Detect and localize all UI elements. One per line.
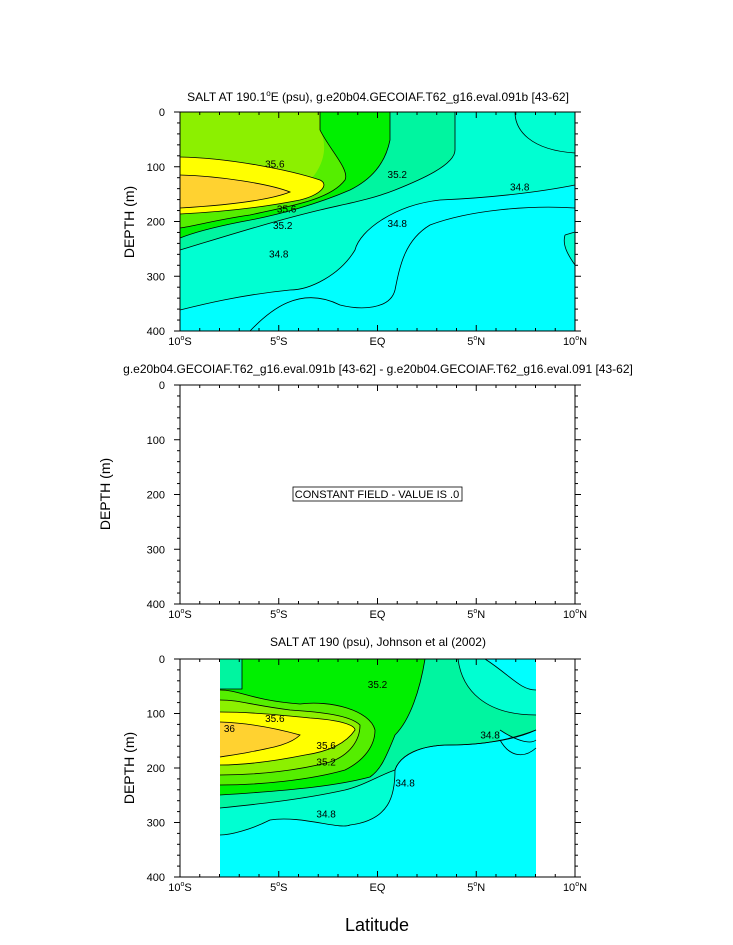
contour-label: 34.8	[269, 249, 289, 260]
panel-3-title: SALT AT 190 (psu), Johnson et al (2002)	[270, 635, 486, 649]
y-tick-label: 0	[159, 654, 165, 666]
panel-1: SALT AT 190.1oE (psu), g.e20b04.GECOIAF.…	[121, 89, 587, 348]
p3-region-35-0-nw	[220, 659, 242, 689]
x-tick-label: EQ	[370, 882, 386, 894]
p3-region-lt-34-8-ne	[485, 659, 536, 690]
p3-region-lt-34-8-e	[500, 730, 536, 755]
y-tick-label: 300	[147, 544, 165, 556]
contour-label: 35.6	[265, 160, 285, 171]
y-tick-label: 200	[147, 217, 165, 229]
contour-label: 35.6	[277, 204, 297, 215]
y-tick-label: 0	[159, 380, 165, 392]
panel-3: SALT AT 190 (psu), Johnson et al (2002)	[121, 635, 587, 935]
x-tick-label: 10oS	[168, 335, 192, 348]
contour-label: 36	[224, 724, 236, 735]
contour-label: 35.2	[388, 170, 408, 181]
x-tick-label: 5oN	[467, 881, 485, 894]
constant-field-box	[292, 486, 463, 502]
panel-1-contour-fill	[180, 112, 575, 331]
x-tick-label: 5oS	[270, 881, 287, 894]
constant-field-annotation: CONSTANT FIELD - VALUE IS .0	[295, 489, 459, 501]
y-tick-label: 300	[147, 818, 165, 830]
panel-1-title: SALT AT 190.1oE (psu), g.e20b04.GECOIAF.…	[187, 89, 569, 104]
x-tick-label: 10oN	[563, 335, 587, 348]
contour-label: 35.6	[265, 714, 285, 725]
p1-region-34-8-east	[564, 232, 575, 265]
panel-2-ylabel: DEPTH (m)	[97, 458, 113, 530]
y-tick-label: 400	[147, 599, 165, 611]
panel-2-axes: 10oS 5oS EQ 5oN 10oN 0 100 200 300 400	[147, 380, 587, 621]
x-tick-label: 10oS	[168, 881, 192, 894]
panel-1-axes: 10oS 5oS EQ 5oN 10oN 0 100 200 300 400	[147, 107, 587, 348]
x-axis-label: Latitude	[345, 915, 409, 935]
contour-label: 35.2	[368, 680, 388, 691]
x-tick-label: 10oS	[168, 608, 192, 621]
y-tick-label: 300	[147, 271, 165, 283]
x-tick-label: 5oN	[467, 335, 485, 348]
y-tick-label: 400	[147, 326, 165, 338]
contour-label: 34.8	[395, 778, 415, 789]
panel-3-axes: 10oS 5oS EQ 5oN 10oN 0 100 200 300 400	[147, 654, 587, 894]
contour-label: 35.6	[316, 741, 336, 752]
contour-label: 34.8	[388, 219, 408, 230]
panel-3-contour-labels: 35.2 35.6 36 35.6 35.2 34.8 34.8 34.8	[224, 680, 500, 820]
panel-3-ylabel: DEPTH (m)	[121, 732, 137, 804]
y-tick-label: 0	[159, 107, 165, 119]
x-tick-label: 5oN	[467, 608, 485, 621]
y-tick-label: 100	[147, 709, 165, 721]
panel-2: g.e20b04.GECOIAF.T62_g16.eval.091b [43-6…	[97, 362, 633, 621]
panel-1-ylabel: DEPTH (m)	[121, 186, 137, 258]
panel-1-contour-labels: 35.6 35.2 34.8 35.6 35.2 34.8 34.8	[265, 160, 530, 261]
x-tick-label: 10oN	[563, 608, 587, 621]
p1-region-36-0	[180, 175, 290, 208]
x-tick-label: 10oN	[563, 881, 587, 894]
y-tick-label: 100	[147, 435, 165, 447]
p3-region-36-0	[220, 722, 300, 757]
y-tick-label: 200	[147, 763, 165, 775]
contour-label: 34.8	[316, 809, 336, 820]
x-tick-label: 5oS	[270, 608, 287, 621]
y-tick-label: 400	[147, 872, 165, 884]
x-tick-label: EQ	[370, 336, 386, 348]
panel-3-contour-lines	[219, 658, 537, 836]
panel-2-title: g.e20b04.GECOIAF.T62_g16.eval.091b [43-6…	[123, 362, 633, 376]
x-tick-label: 5oS	[270, 335, 287, 348]
contour-label: 34.8	[510, 183, 530, 194]
contour-label: 34.8	[480, 730, 500, 741]
panel-3-contour-fill	[220, 659, 536, 877]
contour-label: 35.2	[316, 758, 336, 769]
contour-label: 35.2	[273, 221, 293, 232]
y-tick-label: 100	[147, 162, 165, 174]
y-tick-label: 200	[147, 490, 165, 502]
x-tick-label: EQ	[370, 609, 386, 621]
